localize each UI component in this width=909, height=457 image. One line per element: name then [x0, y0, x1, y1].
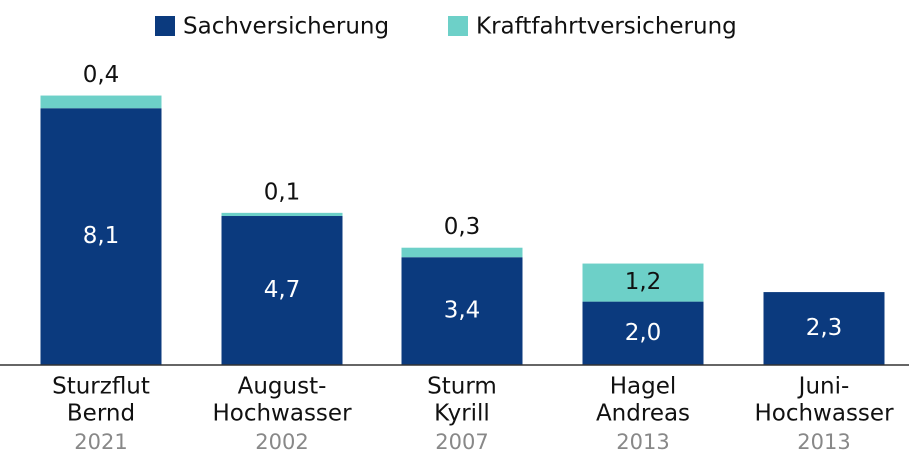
x-tick-label: Sturzflut [52, 374, 150, 400]
data-label: 2,3 [806, 315, 843, 341]
bar-segment [763, 292, 885, 365]
data-label: 2,0 [625, 320, 662, 346]
x-tick-year: 2013 [616, 430, 669, 454]
data-label: 4,7 [264, 277, 301, 303]
bar-segment [221, 212, 343, 217]
x-tick-label: August- [238, 374, 327, 400]
legend-swatch [155, 16, 175, 36]
x-tick-label: Andreas [596, 401, 690, 427]
x-tick-label: Juni- [797, 374, 850, 400]
bar-segment [401, 257, 523, 365]
x-tick-label: Bernd [67, 401, 135, 427]
data-label: 0,3 [444, 214, 481, 240]
x-tick-year: 2021 [74, 430, 127, 454]
legend-label: Kraftfahrtversicherung [476, 14, 737, 40]
data-label: 3,4 [444, 298, 481, 324]
x-tick-label: Sturm [427, 374, 497, 400]
legend-swatch [448, 16, 468, 36]
x-tick-label: Hochwasser [754, 401, 894, 427]
bar-segment [401, 247, 523, 258]
data-label: 8,1 [83, 223, 120, 249]
bar-segment [221, 216, 343, 365]
x-tick-label: Hochwasser [212, 401, 352, 427]
bar-segment [582, 263, 704, 302]
data-label: 1,2 [625, 269, 662, 295]
bar-segment [582, 301, 704, 365]
x-tick-label: Hagel [610, 374, 677, 400]
data-label: 0,1 [264, 179, 301, 205]
bar-segment [40, 108, 162, 365]
x-tick-year: 2013 [797, 430, 850, 454]
legend-label: Sachversicherung [183, 14, 389, 40]
x-tick-year: 2007 [435, 430, 488, 454]
bar-segment [40, 95, 162, 109]
x-tick-label: Kyrill [434, 401, 490, 427]
data-label: 0,4 [83, 62, 120, 88]
x-tick-year: 2002 [255, 430, 308, 454]
